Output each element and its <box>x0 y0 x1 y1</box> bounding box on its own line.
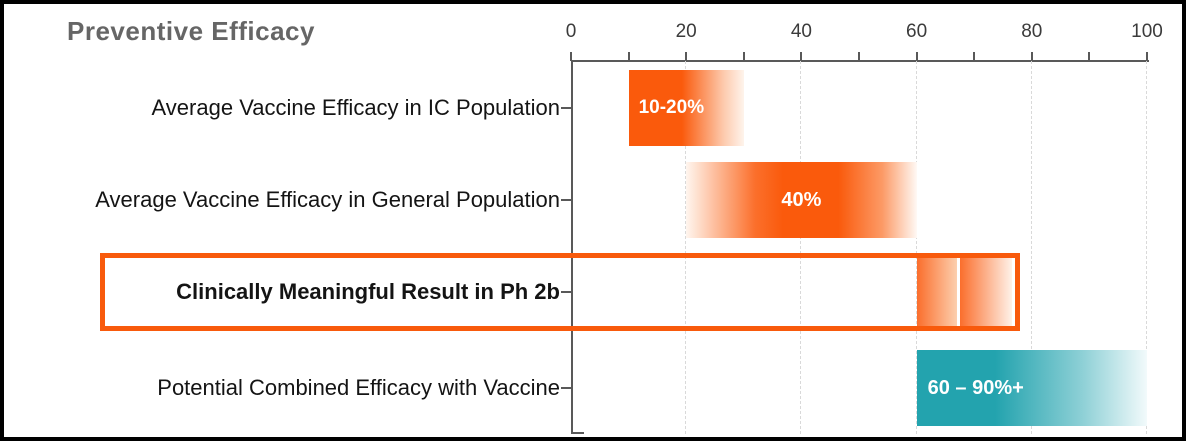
bar-general-population: 40% <box>686 162 917 238</box>
category-label-combined-efficacy: Potential Combined Efficacy with Vaccine <box>157 375 560 400</box>
bar-combined-efficacy: 60 – 90%+ <box>916 350 1147 426</box>
x-tick-label-40: 40 <box>790 21 812 42</box>
x-tick-label-100: 100 <box>1131 21 1163 42</box>
x-axis-line <box>571 60 1149 62</box>
x-minor-tick <box>685 52 688 61</box>
bar-ph2b-segment-1 <box>916 254 957 330</box>
bar-ic-population: 10-20% <box>628 70 744 146</box>
gridline-100 <box>1146 61 1147 434</box>
gridline-60 <box>915 61 917 434</box>
category-label-ic-population: Average Vaccine Efficacy in IC Populatio… <box>151 95 560 120</box>
x-minor-tick <box>1146 52 1148 61</box>
y-tick-row-1 <box>561 107 571 109</box>
y-tick-row-4 <box>561 387 571 389</box>
x-minor-tick <box>858 52 860 61</box>
gridline-40 <box>800 61 802 434</box>
y-axis-foot <box>571 432 584 434</box>
bar-value-label: 10-20% <box>638 97 705 118</box>
x-tick-label-0: 0 <box>565 21 577 42</box>
x-minor-tick <box>973 52 976 61</box>
x-minor-tick <box>800 52 803 61</box>
x-tick-label-80: 80 <box>1021 21 1043 42</box>
x-minor-tick <box>570 52 572 61</box>
y-axis-line <box>571 60 573 434</box>
x-tick-label-20: 20 <box>675 21 697 42</box>
bar-value-label: 40% <box>781 188 822 211</box>
highlight-box-ph2b <box>100 253 1020 331</box>
gridline-20 <box>685 61 687 434</box>
category-label-general-population: Average Vaccine Efficacy in General Popu… <box>95 187 560 212</box>
x-minor-tick <box>627 52 630 61</box>
x-tick-label-60: 60 <box>906 21 928 42</box>
x-minor-tick <box>1030 52 1033 61</box>
x-minor-tick <box>742 52 745 61</box>
x-minor-tick <box>1088 52 1091 61</box>
gridline-80 <box>1030 61 1032 434</box>
chart-title: Preventive Efficacy <box>67 16 315 46</box>
y-tick-row-2 <box>561 199 571 201</box>
y-tick-row-3 <box>561 291 571 293</box>
bar-ph2b-segment-2 <box>959 254 1012 330</box>
x-minor-tick <box>915 52 918 61</box>
bar-value-label: 60 – 90%+ <box>927 376 1024 399</box>
category-label-ph2b-result: Clinically Meaningful Result in Ph 2b <box>176 279 560 304</box>
